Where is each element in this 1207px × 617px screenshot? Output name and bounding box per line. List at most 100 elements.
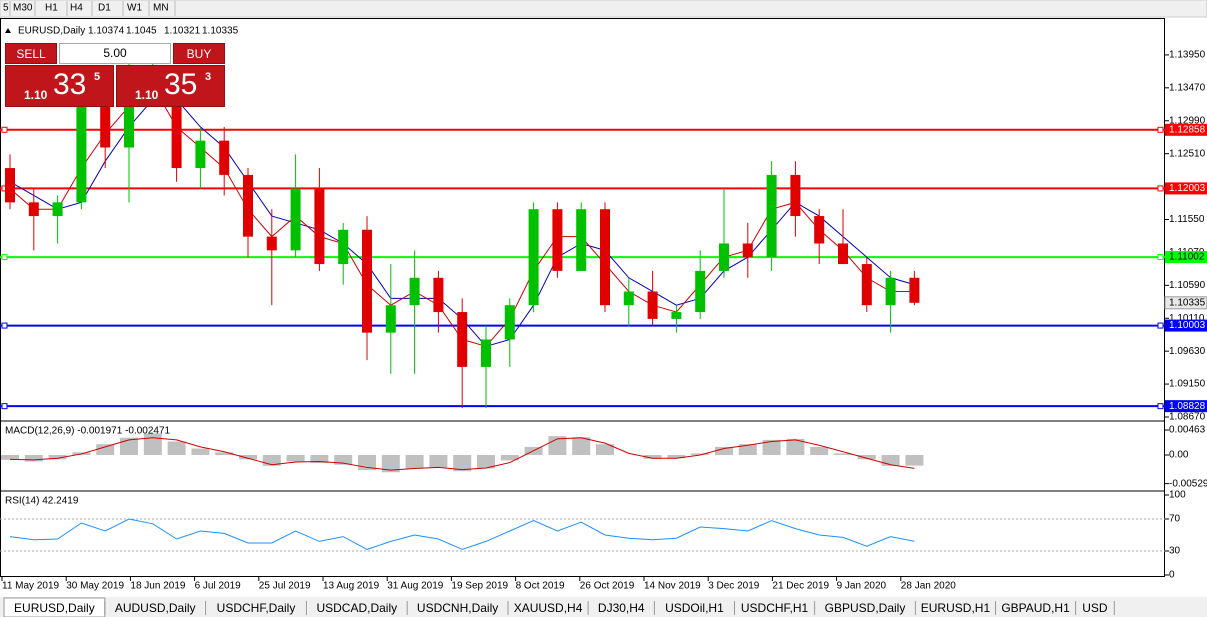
candle-body — [433, 277, 444, 313]
macd-bar — [572, 437, 591, 456]
candle-body — [457, 312, 468, 367]
rsi-line — [9, 518, 915, 550]
level-label-box — [1165, 319, 1207, 332]
macd-bar — [905, 455, 924, 466]
y-tick-label: 0 — [1169, 570, 1175, 581]
y-tick-label: 1.09150 — [1169, 379, 1206, 390]
candle-body — [528, 209, 539, 306]
level-label: 1.12003 — [1169, 183, 1206, 194]
x-tick-label: 3 Dec 2019 — [708, 581, 760, 592]
candle-body — [266, 236, 277, 251]
collapse-arrow — [5, 28, 11, 33]
y-tick-label: 100 — [1169, 490, 1186, 501]
candle-body — [314, 188, 325, 265]
chart-tab[interactable]: USD — [1082, 601, 1108, 615]
candle-body — [742, 243, 753, 258]
sell-price[interactable]: 1.10 33 5 — [5, 65, 114, 107]
macd-bar — [500, 455, 519, 461]
chart-tab[interactable]: EURUSD,Daily — [14, 601, 95, 615]
candle-body — [100, 99, 111, 148]
candle-body — [362, 229, 372, 333]
timeframe-button[interactable]: 5 — [3, 3, 9, 14]
signal-line — [9, 437, 915, 471]
toolbar — [0, 0, 1207, 18]
macd-bar — [881, 455, 900, 466]
macd-bar — [715, 446, 733, 456]
chart-tab[interactable]: GBPAUD,H1 — [1001, 601, 1070, 615]
timeframe-button[interactable]: H1 — [45, 3, 58, 14]
chart-tab[interactable]: USDCHF,Daily — [217, 601, 296, 615]
x-tick-label: 9 Jan 2020 — [837, 581, 887, 592]
y-tick-label: 0.00463 — [1169, 425, 1206, 436]
candle-body — [600, 209, 610, 306]
level-handle — [1157, 185, 1164, 192]
level-label-box — [1165, 400, 1207, 413]
macd-bar — [1, 455, 19, 460]
quote-value: 1.10335 — [202, 26, 239, 37]
chart-tab[interactable]: GBPUSD,Daily — [825, 601, 906, 615]
x-tick-label: 13 Aug 2019 — [323, 581, 380, 592]
candle-body — [695, 270, 706, 313]
y-tick-label: 1.11550 — [1169, 214, 1205, 225]
x-tick-label: 18 Jun 2019 — [130, 581, 185, 592]
candle-body — [814, 216, 825, 244]
level-handle — [1, 403, 8, 410]
candle-body — [290, 188, 301, 251]
price-fraction: 3 — [205, 71, 212, 83]
chart-tab[interactable]: USDCNH,Daily — [417, 601, 498, 615]
timeframe-button[interactable]: M30 — [13, 3, 33, 14]
quote-value: 1.10374 — [88, 26, 125, 37]
y-tick-label: 1.13950 — [1169, 50, 1206, 61]
chart-tab[interactable]: AUDUSD,Daily — [115, 601, 196, 615]
chart-tab[interactable]: USDCAD,Daily — [316, 601, 397, 615]
y-tick-label: 30 — [1169, 546, 1181, 557]
buy-button[interactable]: BUY — [173, 43, 225, 64]
timeframe-button[interactable]: W1 — [127, 3, 142, 14]
x-tick-label: 30 May 2019 — [66, 581, 124, 592]
candle-body — [552, 209, 563, 271]
level-handle — [1157, 403, 1164, 410]
chart-tab[interactable]: EURUSD,H1 — [921, 601, 991, 615]
candle-body — [623, 291, 634, 306]
x-tick-label: 19 Sep 2019 — [451, 581, 508, 592]
x-tick-label: 26 Oct 2019 — [580, 581, 635, 592]
macd-bar — [834, 453, 852, 456]
y-tick-label: 1.08670 — [1169, 412, 1206, 423]
x-tick-label: 21 Dec 2019 — [772, 581, 829, 592]
candle-body — [481, 339, 491, 367]
chart-title: EURUSD,Daily — [18, 26, 85, 37]
timeframe-button[interactable]: MN — [153, 3, 169, 14]
macd-bar — [643, 455, 662, 459]
level-label-box — [1165, 182, 1207, 195]
level-handle — [1157, 126, 1164, 133]
quote-value: 1.1045 — [126, 26, 157, 37]
macd-bar — [596, 444, 614, 456]
macd-bar — [810, 446, 829, 456]
indicator-title: MACD(12,26,9) -0.001971 -0.002471 — [5, 426, 171, 437]
candle-body — [909, 277, 920, 303]
level-label: 1.08828 — [1169, 401, 1206, 412]
y-tick-label: 1.09630 — [1169, 346, 1206, 357]
current-price-label: 1.10335 — [1169, 297, 1206, 308]
price-big: 1.10 — [135, 88, 159, 102]
timeframe-button[interactable]: D1 — [98, 3, 111, 14]
level-handle — [1157, 322, 1164, 329]
chart-tab[interactable]: USDCHF,H1 — [741, 601, 809, 615]
chart-tab[interactable]: USDOil,H1 — [665, 601, 724, 615]
trade-panel: SELL 5.00 BUY 1.10 33 5 1.10 35 3 — [5, 43, 225, 107]
lots-input[interactable]: 5.00 — [59, 43, 171, 64]
price-big: 1.10 — [24, 88, 48, 102]
x-tick-label: 28 Jan 2020 — [901, 581, 956, 592]
macd-bar — [24, 455, 43, 462]
y-tick-label: 1.12510 — [1169, 148, 1206, 159]
sell-button[interactable]: SELL — [5, 43, 57, 64]
macd-bar — [48, 455, 67, 460]
macd-bar — [96, 444, 115, 456]
buy-price[interactable]: 1.10 35 3 — [116, 65, 225, 107]
chart-tab[interactable]: DJ30,H4 — [598, 601, 645, 615]
timeframe-button[interactable]: H4 — [70, 3, 83, 14]
chart-tab[interactable]: XAUUSD,H4 — [514, 601, 583, 615]
candle-body — [28, 202, 39, 217]
